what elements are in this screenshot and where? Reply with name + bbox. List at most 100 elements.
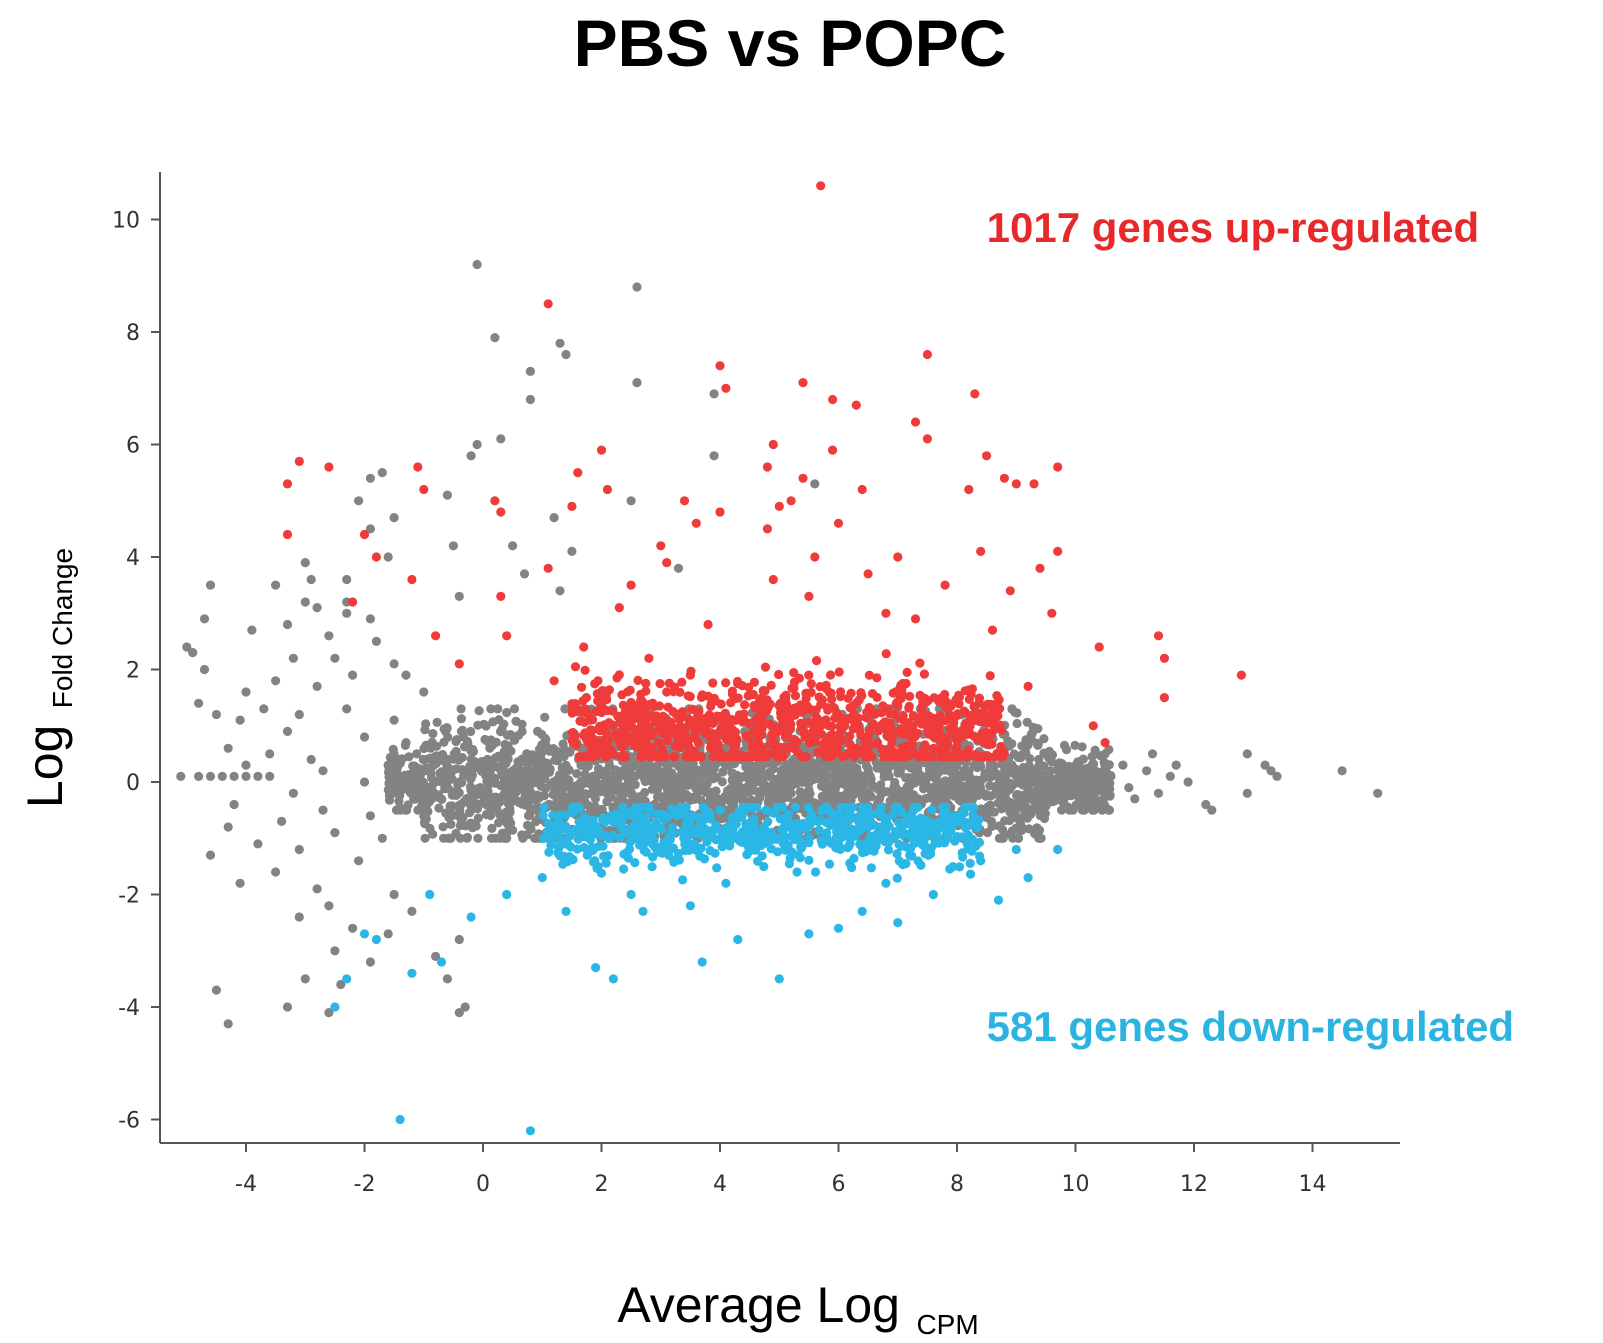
- point-down-regulated: [537, 873, 547, 883]
- point-down-regulated: [705, 814, 715, 824]
- point-not-significant: [1077, 742, 1087, 752]
- point-up-regulated: [655, 714, 666, 724]
- point-down-regulated: [803, 818, 814, 828]
- point-up-regulated: [846, 688, 856, 698]
- point-not-significant: [422, 792, 432, 802]
- point-not-significant: [1118, 760, 1128, 770]
- point-not-significant: [523, 797, 534, 807]
- point-not-significant: [412, 749, 422, 759]
- point-down-regulated: [928, 889, 938, 900]
- point-down-regulated: [845, 858, 855, 868]
- point-not-significant: [583, 761, 593, 771]
- point-not-significant: [521, 786, 531, 796]
- point-not-significant: [1039, 734, 1049, 744]
- point-not-significant: [401, 670, 411, 680]
- point-up-regulated: [932, 716, 942, 726]
- point-up-regulated: [881, 608, 891, 618]
- point-down-regulated: [892, 873, 902, 883]
- point-not-significant: [561, 349, 571, 360]
- x-tick-label: 2: [595, 1172, 609, 1197]
- point-up-regulated: [881, 752, 891, 762]
- point-not-significant: [1089, 805, 1099, 815]
- point-not-significant: [271, 676, 281, 686]
- point-not-significant: [253, 771, 263, 782]
- point-up-regulated: [997, 752, 1007, 762]
- point-up-regulated: [753, 737, 763, 747]
- point-up-regulated: [570, 699, 580, 709]
- point-not-significant: [448, 541, 458, 551]
- point-not-significant: [982, 812, 992, 822]
- point-not-significant: [985, 781, 995, 791]
- point-not-significant: [439, 833, 449, 843]
- point-up-regulated: [922, 434, 933, 444]
- point-up-regulated: [953, 709, 963, 719]
- point-down-regulated: [753, 856, 763, 866]
- point-up-regulated: [814, 692, 824, 702]
- point-down-regulated: [672, 811, 682, 821]
- point-not-significant: [411, 764, 421, 774]
- point-up-regulated: [790, 691, 801, 701]
- point-not-significant: [229, 771, 239, 782]
- point-not-significant: [953, 780, 963, 790]
- point-down-regulated: [964, 818, 974, 828]
- point-not-significant: [489, 762, 499, 772]
- point-up-regulated: [910, 417, 921, 427]
- point-up-regulated: [954, 690, 964, 701]
- y-tick-label: 2: [126, 659, 140, 684]
- point-not-significant: [743, 782, 753, 792]
- point-not-significant: [223, 822, 233, 832]
- point-down-regulated: [710, 848, 720, 858]
- point-up-regulated: [817, 699, 827, 709]
- point-not-significant: [487, 740, 497, 751]
- point-down-regulated: [561, 906, 571, 917]
- point-up-regulated: [856, 688, 866, 698]
- point-not-significant: [548, 744, 559, 754]
- point-not-significant: [1057, 759, 1067, 769]
- point-not-significant: [306, 754, 316, 765]
- point-down-regulated: [371, 934, 381, 945]
- point-not-significant: [199, 614, 210, 624]
- point-not-significant: [383, 760, 393, 770]
- point-down-regulated: [615, 832, 625, 843]
- point-not-significant: [473, 813, 483, 823]
- point-not-significant: [223, 743, 233, 753]
- point-up-regulated: [777, 752, 787, 762]
- point-not-significant: [536, 781, 546, 791]
- point-up-regulated: [579, 717, 590, 728]
- point-up-regulated: [915, 658, 925, 668]
- point-not-significant: [1004, 815, 1015, 826]
- point-not-significant: [442, 490, 452, 500]
- chart-title: PBS vs POPC: [574, 6, 1007, 80]
- point-not-significant: [519, 569, 530, 579]
- point-up-regulated: [816, 181, 826, 191]
- point-down-regulated: [727, 813, 738, 823]
- point-down-regulated: [591, 963, 601, 973]
- point-down-regulated: [846, 824, 856, 834]
- point-down-regulated: [614, 814, 624, 824]
- point-down-regulated: [795, 853, 805, 863]
- point-not-significant: [864, 773, 874, 784]
- point-not-significant: [693, 787, 703, 798]
- point-not-significant: [529, 804, 539, 814]
- point-up-regulated: [900, 744, 911, 754]
- point-up-regulated: [670, 752, 680, 762]
- point-down-regulated: [667, 804, 677, 814]
- point-not-significant: [618, 790, 628, 801]
- point-not-significant: [989, 807, 999, 817]
- point-up-regulated: [1153, 631, 1164, 641]
- point-not-significant: [533, 726, 543, 737]
- point-down-regulated: [544, 847, 554, 857]
- point-up-regulated: [857, 484, 867, 495]
- point-up-regulated: [964, 484, 974, 495]
- point-up-regulated: [810, 552, 820, 562]
- point-up-regulated: [904, 703, 914, 713]
- point-up-regulated: [768, 439, 778, 450]
- point-up-regulated: [407, 574, 417, 585]
- point-down-regulated: [622, 847, 632, 857]
- point-up-regulated: [626, 580, 636, 590]
- point-not-significant: [617, 769, 627, 779]
- point-not-significant: [1022, 717, 1032, 727]
- point-not-significant: [992, 785, 1002, 795]
- point-not-significant: [656, 780, 666, 790]
- down-regulated-annotation: 581 genes down-regulated: [987, 1003, 1514, 1050]
